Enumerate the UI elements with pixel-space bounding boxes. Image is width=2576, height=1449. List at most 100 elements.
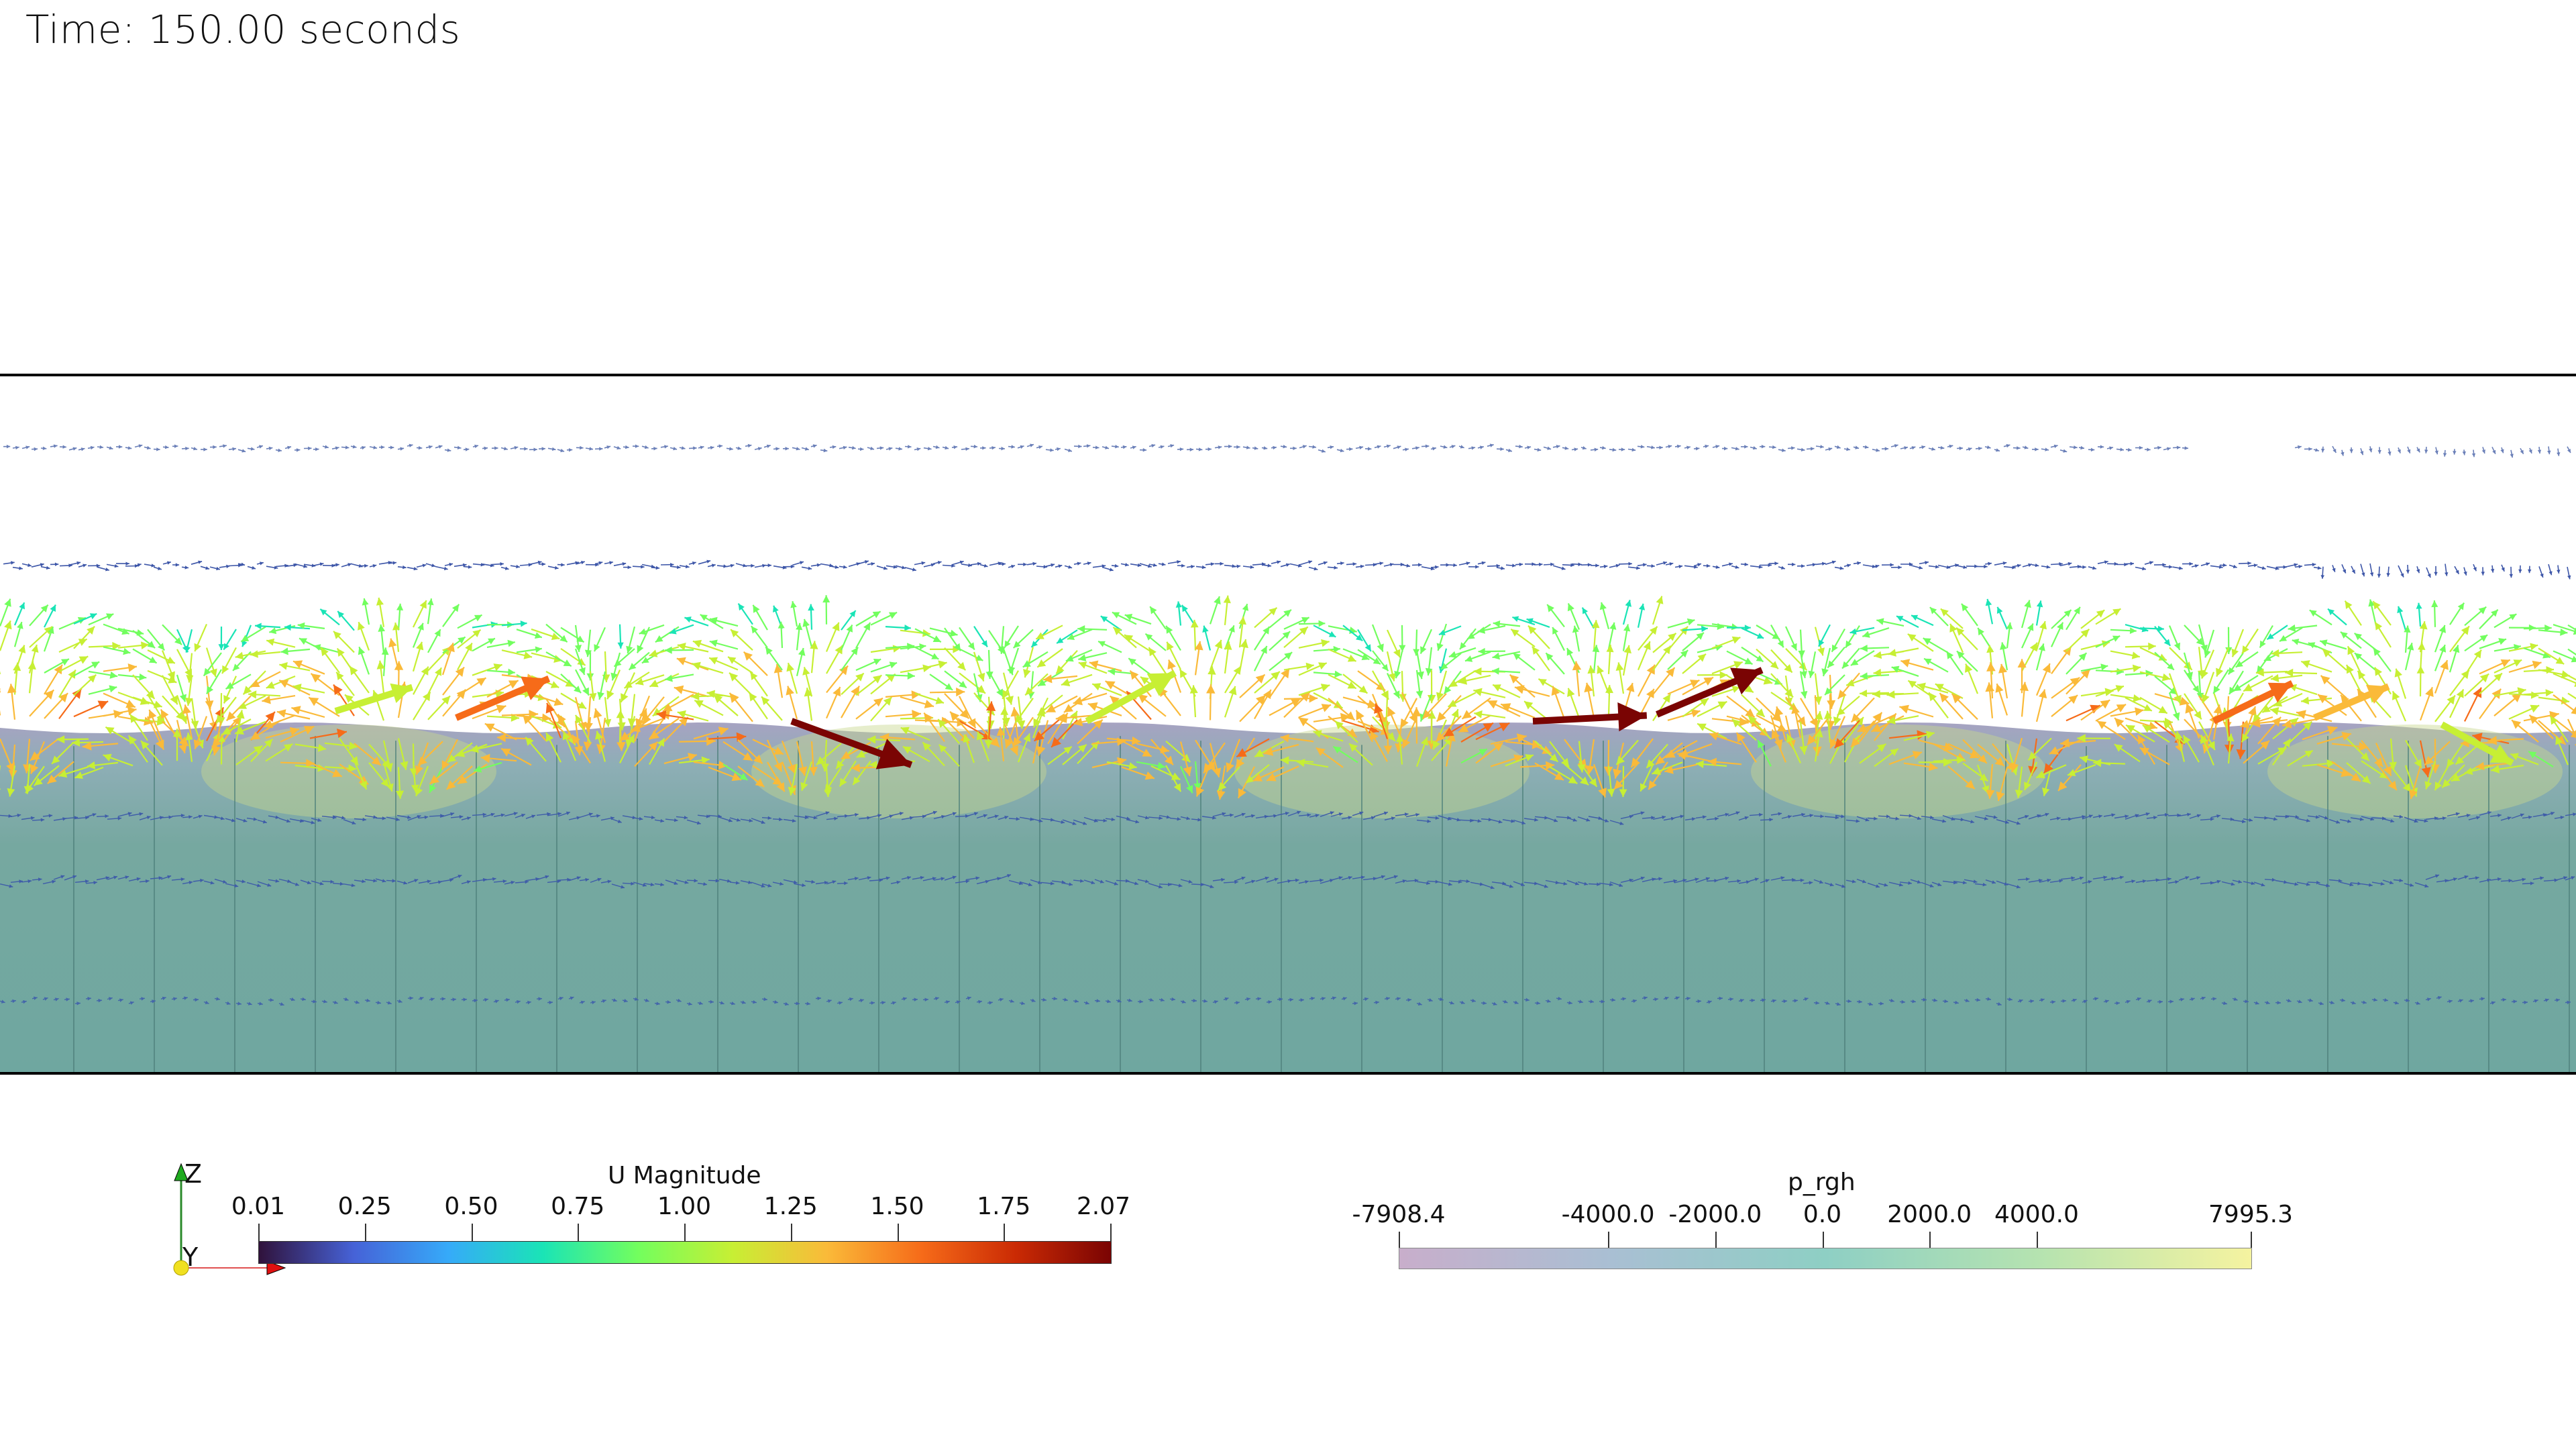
velocity-arrowhead (2204, 649, 2211, 658)
velocity-arrowhead (2492, 449, 2496, 454)
velocity-arrowhead (2261, 566, 2266, 570)
velocity-arrowhead (1715, 565, 1720, 569)
velocity-arrowhead (956, 687, 965, 697)
velocity-arrowhead (1354, 1002, 1358, 1006)
velocity-arrowhead (284, 624, 291, 631)
velocity-arrowhead (1550, 562, 1554, 566)
velocity-arrowhead (2416, 665, 2425, 674)
velocity-arrowhead (2036, 600, 2043, 608)
velocity-arrowhead (1837, 708, 1845, 716)
velocity-arrowhead (297, 622, 305, 629)
velocity-arrowhead (1067, 633, 1075, 640)
velocity-arrowhead (1597, 882, 1601, 886)
velocity-arrowhead (1263, 747, 1274, 756)
velocity-arrowhead (480, 563, 485, 567)
velocity-arrowhead (2453, 877, 2457, 881)
velocity-arrowhead (1940, 608, 1949, 616)
velocity-arrowhead (2233, 684, 2242, 692)
velocity-arrowhead (2079, 876, 2084, 880)
velocity-arrowhead (2345, 600, 2353, 609)
velocity-arrowhead (2047, 878, 2051, 883)
velocity-arrowhead (1965, 780, 1975, 790)
velocity-arrowhead (1030, 443, 1034, 447)
velocity-arrowhead (1179, 669, 1187, 678)
velocity-arrowhead (2382, 816, 2386, 820)
velocity-arrowhead (1010, 707, 1020, 717)
velocity-arrowhead (932, 877, 936, 881)
velocity-arrowhead (700, 445, 704, 449)
velocity-arrowhead (1098, 641, 1106, 647)
velocity-arrowhead (1786, 734, 1794, 743)
velocity-arrowhead (1549, 753, 1558, 762)
velocity-arrowhead (1228, 625, 1235, 633)
velocity-arrowhead (627, 566, 631, 570)
velocity-arrowhead (501, 748, 511, 757)
velocity-arrowhead (1532, 646, 1540, 655)
velocity-arrowhead (1236, 758, 1245, 769)
velocity-arrowhead (1447, 816, 1452, 820)
velocity-arrowhead (1036, 745, 1046, 756)
velocity-arrowhead (1643, 641, 1651, 651)
velocity-arrowhead (2068, 769, 2076, 777)
velocity-arrowhead (1298, 717, 1309, 727)
velocity-arrowhead (1073, 696, 1083, 706)
velocity-arrowhead (492, 877, 496, 881)
velocity-arrowhead (1745, 708, 1755, 718)
velocity-arrowhead (241, 640, 248, 647)
velocity-arrowhead (767, 883, 772, 888)
velocity-arrowhead (1402, 739, 1411, 749)
velocity-arrowhead (968, 563, 972, 568)
velocity-arrowhead (2312, 562, 2316, 567)
velocity-arrowhead (1552, 627, 1559, 635)
velocity-arrowhead (2094, 997, 2098, 1001)
velocity-arrowhead (731, 1002, 735, 1006)
velocity-arrowhead (681, 446, 686, 450)
velocity-arrowhead (17, 813, 21, 818)
velocity-arrowhead (1707, 1000, 1712, 1004)
velocity-arrowhead (2490, 569, 2495, 573)
velocity-arrowhead (1195, 786, 1205, 797)
velocity-arrowhead (1644, 996, 1648, 1000)
velocity-arrowhead (1417, 1002, 1422, 1006)
velocity-arrowhead (2418, 642, 2426, 650)
velocity-arrowhead (2045, 812, 2049, 816)
velocity-arrowhead (1697, 653, 1706, 662)
velocity-arrowhead (2147, 1000, 2152, 1004)
velocity-arrowhead (1008, 665, 1016, 674)
velocity-arrowhead (1043, 674, 1053, 684)
velocity-arrowhead (1646, 664, 1655, 675)
velocity-arrowhead (1864, 445, 1869, 449)
velocity-arrowhead (1309, 694, 1318, 703)
velocity-arrowhead (2375, 667, 2382, 676)
velocity-arrowhead (1996, 448, 2000, 452)
velocity-arrowhead (1473, 667, 1482, 676)
velocity-arrowhead (1321, 639, 1330, 647)
velocity-arrowhead (892, 1001, 896, 1005)
velocity-arrowhead (1820, 445, 1824, 449)
velocity-arrowhead (1911, 614, 1919, 621)
velocity-arrowhead (2309, 610, 2317, 617)
velocity-arrowhead (238, 702, 248, 709)
velocity-arrowhead (2063, 610, 2072, 617)
velocity-arrowhead (2175, 731, 2183, 740)
velocity-arrowhead (2046, 565, 2051, 569)
velocity-arrowhead (2298, 445, 2302, 449)
velocity-arrowhead (606, 445, 611, 449)
velocity-arrowhead (1907, 634, 1917, 642)
velocity-arrowhead (2247, 561, 2251, 566)
velocity-arrowhead (414, 879, 419, 883)
velocity-arrowhead (220, 816, 225, 820)
velocity-arrowhead (1539, 562, 1543, 567)
velocity-arrowhead (1439, 629, 1446, 635)
velocity-arrowhead (403, 881, 408, 885)
velocity-arrowhead (1691, 817, 1696, 821)
velocity-arrowhead (729, 692, 739, 703)
velocity-arrowhead (484, 998, 488, 1002)
velocity-arrowhead (1801, 564, 1805, 568)
velocity-arrowhead (1652, 767, 1661, 775)
velocity-arrowhead (2114, 561, 2118, 566)
velocity-arrowhead (333, 631, 341, 639)
velocity-arrowhead (72, 875, 77, 879)
velocity-arrowhead (2185, 703, 2194, 714)
velocity-arrowhead (2038, 878, 2043, 883)
